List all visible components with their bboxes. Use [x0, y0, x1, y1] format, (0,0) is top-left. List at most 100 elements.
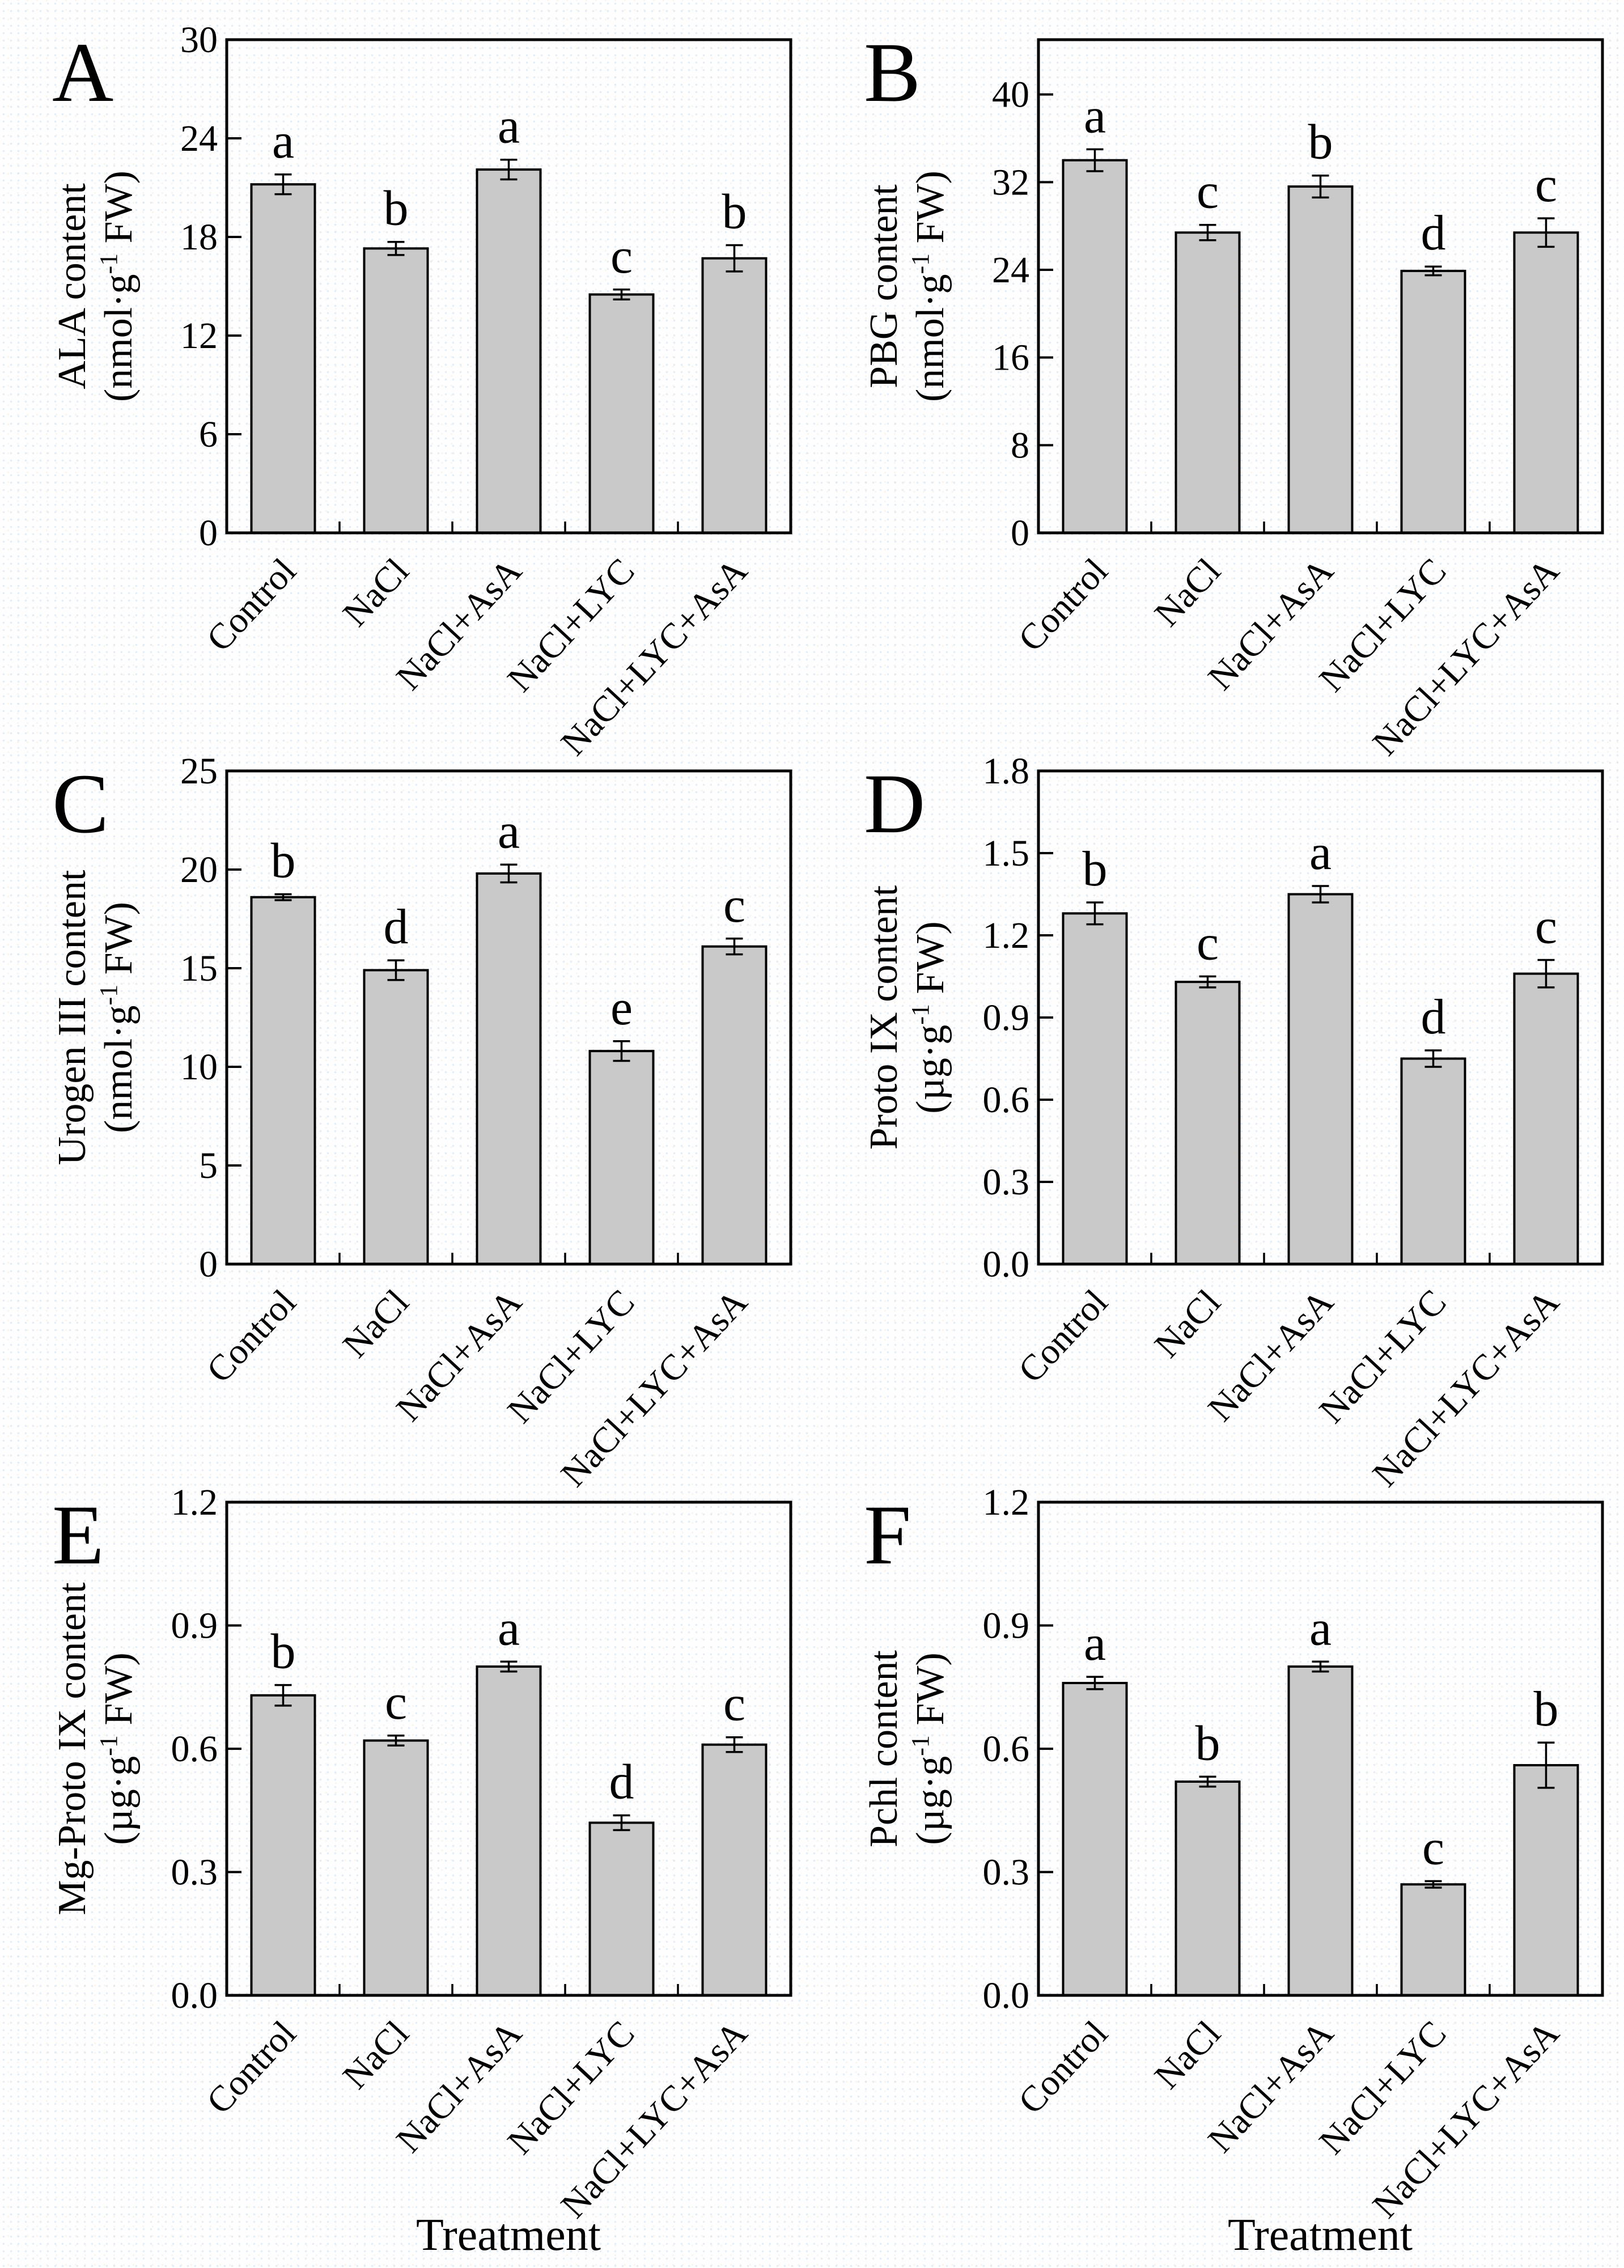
bar	[1400, 1883, 1466, 1996]
y-tick-label: 8	[1011, 425, 1029, 466]
sig-letter: b	[722, 185, 747, 240]
sig-letter: c	[1197, 164, 1219, 219]
plot-frame	[1037, 38, 1604, 535]
x-tick-label: Control	[198, 550, 303, 659]
bar	[701, 945, 768, 1266]
sig-letter: a	[1309, 825, 1332, 880]
y-tick-label: 0.3	[983, 1852, 1030, 1893]
panel-letter: C	[52, 757, 109, 851]
figure-row-1: a b a c b 0 6 12 18 24 30 Control NaCl NaCl+AsA NaCl+L…	[0, 0, 1624, 763]
bar	[1287, 1665, 1354, 1996]
bar	[701, 257, 768, 534]
bar	[1400, 269, 1466, 534]
y-tick-label: 1.2	[171, 1482, 218, 1523]
x-tick-label: Control	[1010, 1282, 1115, 1390]
y-tick-label: 12	[180, 315, 218, 357]
bar	[1287, 893, 1354, 1265]
sig-letter: a	[1309, 1601, 1332, 1656]
x-tick-label: Control	[198, 2013, 303, 2121]
sig-letter: a	[1084, 1616, 1106, 1671]
bar	[1174, 1781, 1241, 1996]
bar	[1062, 159, 1128, 534]
y-axis-title-line2: (µg·g-1 FW)	[906, 921, 952, 1113]
sig-letter: c	[723, 1677, 745, 1732]
x-axis-title: Treatment	[416, 2210, 601, 2260]
y-tick-label: 0.6	[171, 1728, 218, 1770]
y-axis-title-line2: (µg·g-1 FW)	[95, 1652, 141, 1845]
figure-row-3: Treatment b c a d c 0.0 0.3 0.6 0.9 1.2 Control NaC…	[0, 1462, 1624, 2268]
y-tick-label: 0.3	[171, 1852, 218, 1893]
y-tick-label: 30	[180, 19, 218, 61]
sig-letter: d	[384, 900, 409, 955]
y-tick-label: 0.9	[171, 1605, 218, 1647]
bar	[1513, 972, 1579, 1265]
y-tick-label: 5	[199, 1145, 218, 1186]
y-tick-label: 25	[180, 751, 218, 792]
bar	[1287, 185, 1354, 535]
sig-letter: c	[1197, 916, 1219, 971]
sig-letter: d	[609, 1754, 634, 1809]
x-tick-label: NaCl	[1147, 2013, 1228, 2096]
y-tick-label: 0.3	[983, 1161, 1030, 1203]
bar	[588, 1821, 655, 1996]
x-tick-label: Control	[1010, 550, 1115, 659]
y-tick-label: 20	[180, 849, 218, 891]
y-axis-title-line1: Urogen III content	[50, 870, 94, 1165]
bar	[250, 896, 316, 1266]
sig-letter: a	[1084, 88, 1106, 143]
y-axis-title-line1: Pchl content	[862, 1650, 906, 1847]
y-tick-label: 24	[992, 249, 1029, 291]
bar	[476, 168, 542, 535]
x-tick-label: NaCl	[1147, 550, 1228, 634]
y-tick-label: 10	[180, 1046, 218, 1088]
panel-F: Treatment a b a c b 0.0 0.3 0.6 0.9 1.2 Control NaC…	[812, 1462, 1623, 2268]
bar	[363, 969, 429, 1266]
panel-letter: E	[52, 1488, 104, 1582]
y-tick-label: 15	[180, 948, 218, 989]
bar	[476, 1665, 542, 1996]
panel-letter: F	[864, 1488, 911, 1582]
y-tick-label: 24	[180, 118, 218, 159]
plot-frame	[225, 769, 792, 1266]
bar	[363, 247, 429, 534]
bar	[1513, 231, 1579, 534]
sig-letter: c	[610, 229, 633, 284]
bar	[588, 293, 655, 534]
y-tick-label: 1.5	[983, 833, 1030, 874]
y-tick-label: 40	[992, 74, 1029, 116]
y-axis-title-line2: (nmol·g-1 FW)	[95, 902, 141, 1133]
bar	[1062, 912, 1128, 1266]
panel-A: a b a c b 0 6 12 18 24 30 Control NaCl NaCl+AsA NaCl+L…	[0, 0, 812, 763]
x-tick-label: Control	[1010, 2013, 1115, 2121]
x-tick-label: NaCl	[1147, 1282, 1228, 1365]
panel-letter: B	[864, 26, 921, 120]
y-tick-label: 32	[992, 162, 1029, 203]
sig-letter: b	[1083, 842, 1108, 897]
y-tick-label: 0.0	[983, 1244, 1030, 1285]
y-tick-label: 1.8	[983, 751, 1030, 792]
bar	[476, 872, 542, 1265]
y-tick-label: 0.9	[983, 1605, 1030, 1647]
sig-letter: d	[1421, 206, 1446, 261]
sig-letter: b	[1534, 1682, 1559, 1737]
sig-letter: a	[498, 1601, 520, 1656]
bar	[701, 1743, 768, 1996]
panel-C: b d a e c 0 5 10 15 20 25 Control NaCl NaCl+AsA NaCl+L…	[0, 731, 812, 1494]
bar	[1062, 1682, 1128, 1996]
plot-frame	[225, 38, 792, 535]
y-tick-label: 1.2	[983, 1482, 1030, 1523]
panel-D: b c a d c 0.0 0.3 0.6 0.9 1.2 1.5 1.8 Control NaCl NaC…	[812, 731, 1623, 1494]
bar	[250, 1694, 316, 1996]
bar	[588, 1050, 655, 1265]
bar	[250, 183, 316, 534]
sig-letter: b	[271, 1625, 296, 1680]
y-tick-label: 6	[199, 414, 218, 455]
y-tick-label: 18	[180, 217, 218, 258]
y-tick-label: 0	[199, 512, 218, 554]
y-tick-label: 0	[1011, 512, 1029, 554]
